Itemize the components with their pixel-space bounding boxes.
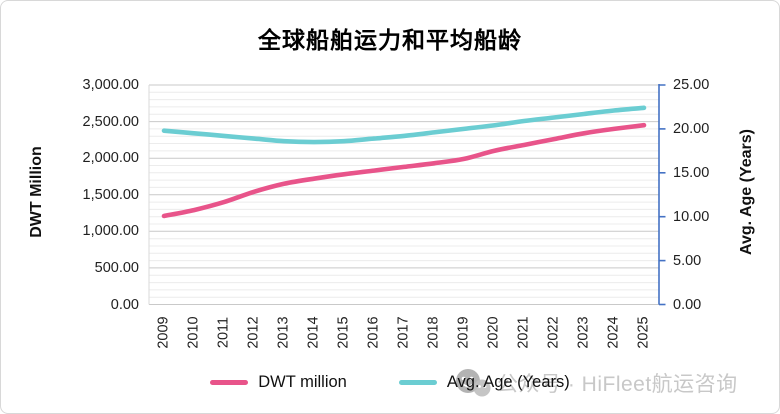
right-axis-tick-label: 10.00 [673, 208, 710, 225]
legend-item-avg-age-years-: Avg. Age (Years) [398, 373, 570, 392]
legend: DWT million Avg. Age (Years) [1, 373, 779, 392]
wechat-official-account-icon [456, 369, 491, 397]
left-axis-tick-label: 1,500.00 [82, 186, 139, 203]
left-axis-tick-label: 2,000.00 [82, 150, 139, 167]
x-axis-tick-label: 2010 [185, 316, 202, 349]
watermark: 公众号 · HiFleet航运咨询 [454, 368, 738, 398]
chart-title: 全球船舶运力和平均船龄 [258, 27, 522, 53]
right-axis-tick-label: 15.00 [673, 164, 710, 181]
legend-item-dwt-million: DWT million [210, 373, 347, 392]
left-axis-title: DWT Million [28, 146, 45, 238]
right-axis-tick-label: 5.00 [673, 252, 702, 269]
left-axis-tick-label: 500.00 [94, 259, 139, 276]
x-axis-tick-label: 2012 [245, 316, 262, 349]
x-axis-tick-label: 2014 [305, 316, 322, 349]
series-line-avg-age-years- [161, 105, 647, 145]
series-line-dwt-million [161, 122, 647, 219]
left-axis-tick-label: 1,000.00 [82, 223, 139, 240]
right-axis-tick-label: 20.00 [673, 120, 710, 137]
x-axis-tick-label: 2018 [425, 316, 442, 349]
right-axis-tick-label: 0.00 [673, 296, 702, 313]
x-axis-tick-label: 2009 [155, 316, 172, 349]
legend-swatch [398, 380, 437, 385]
legend-label: Avg. Age (Years) [446, 373, 570, 391]
legend-swatch [210, 380, 249, 385]
watermark-text: 公众号 · HiFleet航运咨询 [497, 373, 738, 396]
legend-label: DWT million [258, 373, 347, 391]
left-axis-tick-label: 0.00 [110, 296, 139, 313]
x-axis-tick-label: 2013 [275, 316, 292, 349]
right-axis-tick-label: 25.00 [673, 77, 710, 93]
x-axis-tick-label: 2015 [335, 316, 352, 349]
x-axis-tick-label: 2016 [365, 316, 382, 349]
left-axis-tick-label: 2,500.00 [82, 113, 139, 130]
left-axis-tick-label: 3,000.00 [82, 77, 139, 93]
x-axis-tick-label: 2011 [215, 316, 232, 349]
x-axis-tick-label: 2017 [395, 316, 412, 349]
